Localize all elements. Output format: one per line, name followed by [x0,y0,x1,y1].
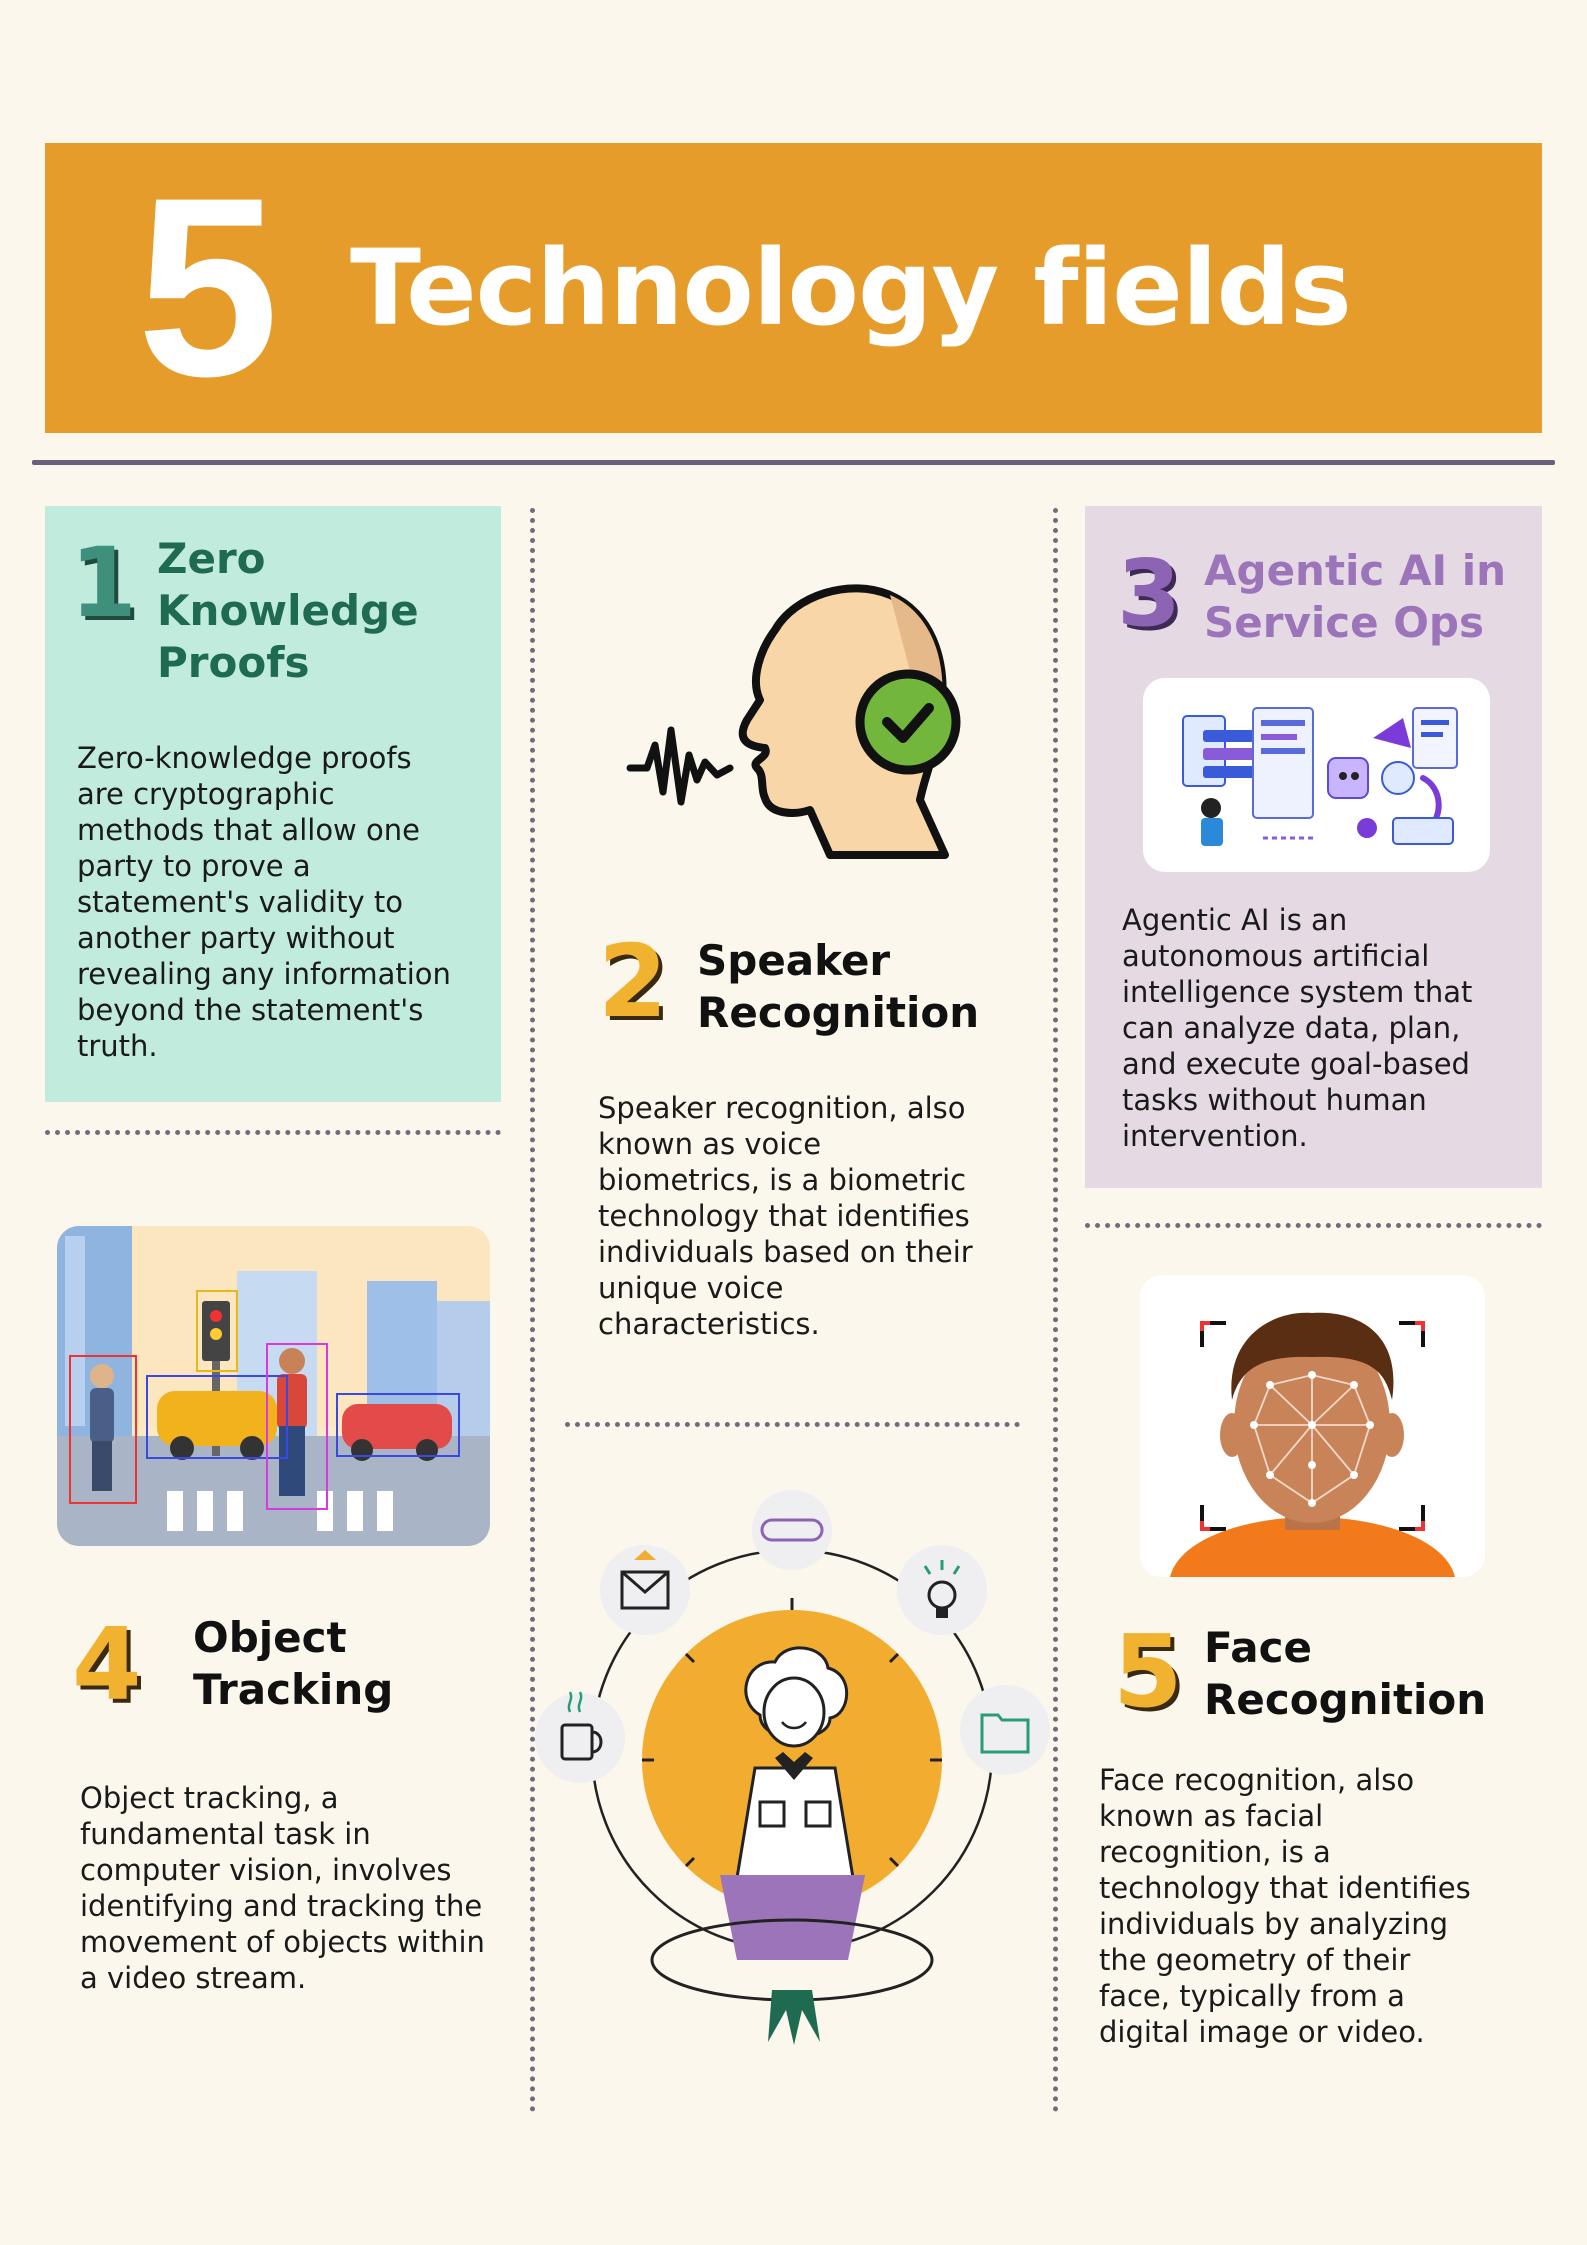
speaker-heading: Speaker Recognition [697,935,979,1039]
zkp-description-line: another party without [77,920,451,956]
face-number: 5 [1113,1622,1183,1722]
street-scene-icon [57,1226,490,1546]
tracking-heading: Object Tracking [193,1612,393,1716]
agentic-description-line: autonomous artificial [1122,938,1472,974]
agentic-description-line: Agentic AI is an [1122,902,1472,938]
zkp-heading-line: Zero [157,533,419,585]
face-heading-line: Recognition [1204,1674,1486,1726]
row-divider-middle [565,1422,1020,1427]
agentic-description-line: intelligence system that [1122,974,1472,1010]
speaker-heading-line: Recognition [697,987,979,1039]
face-heading: Face Recognition [1204,1622,1486,1726]
zkp-description-line: are cryptographic [77,776,451,812]
zkp-description-line: methods that allow one [77,812,451,848]
agentic-number: 3 [1117,548,1181,640]
speaker-description-line: characteristics. [598,1306,973,1342]
tracking-description: Object tracking, a fundamental task in c… [80,1780,485,1996]
page-title: Technology fields [350,143,1351,433]
title-banner: 5 Technology fields [45,143,1542,433]
speaker-description: Speaker recognition, also known as voice… [598,1090,973,1342]
divider-rule [32,460,1555,465]
zkp-description-line: revealing any information [77,956,451,992]
zkp-heading: Zero Knowledge Proofs [157,533,419,689]
zkp-description-line: Zero-knowledge proofs [77,740,451,776]
object-tracking-illustration [57,1226,490,1546]
zkp-description-line: beyond the statement's [77,992,451,1028]
speaker-description-line: unique voice [598,1270,973,1306]
zkp-description-line: party to prove a [77,848,451,884]
tracking-heading-line: Object [193,1612,393,1664]
speaker-description-line: Speaker recognition, also [598,1090,973,1126]
face-description-line: the geometry of their [1099,1942,1471,1978]
face-description-line: individuals by analyzing [1099,1906,1471,1942]
workspace-illustration [530,1490,1060,2050]
zkp-description-line: truth. [77,1028,451,1064]
agentic-description: Agentic AI is an autonomous artificial i… [1122,902,1472,1154]
speaker-number: 2 [598,932,668,1032]
speaker-recognition-icon [625,570,965,860]
face-description-line: known as facial [1099,1798,1471,1834]
face-scan-icon [1140,1275,1485,1577]
agentic-description-line: and execute goal-based [1122,1046,1472,1082]
tracking-description-line: a video stream. [80,1960,485,1996]
face-description: Face recognition, also known as facial r… [1099,1762,1471,2050]
link-icon [744,1539,746,1541]
agentic-heading-line: Service Ops [1204,597,1506,649]
speaker-description-line: biometrics, is a biometric [598,1162,973,1198]
zkp-heading-line: Knowledge [157,585,419,637]
zkp-description-line: statement's validity to [77,884,451,920]
face-description-line: Face recognition, also [1099,1762,1471,1798]
tracking-description-line: Object tracking, a [80,1780,485,1816]
speaker-description-line: individuals based on their [598,1234,973,1270]
tracking-description-line: computer vision, involves [80,1852,485,1888]
speaker-description-line: technology that identifies [598,1198,973,1234]
speaker-description-line: known as voice [598,1126,973,1162]
face-description-line: technology that identifies [1099,1870,1471,1906]
tracking-description-line: identifying and tracking the [80,1888,485,1924]
agentic-description-line: can analyze data, plan, [1122,1010,1472,1046]
face-description-line: recognition, is a [1099,1834,1471,1870]
face-recognition-illustration [1140,1275,1485,1577]
zkp-description: Zero-knowledge proofs are cryptographic … [77,740,451,1064]
tracking-number: 4 [72,1615,142,1715]
agentic-heading: Agentic AI in Service Ops [1204,545,1506,649]
face-description-line: digital image or video. [1099,2014,1471,2050]
banner-number: 5 [137,143,279,433]
tracking-heading-line: Tracking [193,1664,393,1716]
agentic-description-line: tasks without human [1122,1082,1472,1118]
speaker-heading-line: Speaker [697,935,979,987]
zkp-number: 1 [70,535,137,631]
agentic-heading-line: Agentic AI in [1204,545,1506,597]
tracking-description-line: fundamental task in [80,1816,485,1852]
agentic-ai-illustration [1143,678,1490,872]
row-divider-left [45,1130,501,1135]
tracking-description-line: movement of objects within [80,1924,485,1960]
agentic-ai-workflow-icon [1143,678,1490,872]
face-description-line: face, typically from a [1099,1978,1471,2014]
agentic-description-line: intervention. [1122,1118,1472,1154]
zkp-heading-line: Proofs [157,637,419,689]
face-heading-line: Face [1204,1622,1486,1674]
row-divider-right [1085,1223,1542,1228]
